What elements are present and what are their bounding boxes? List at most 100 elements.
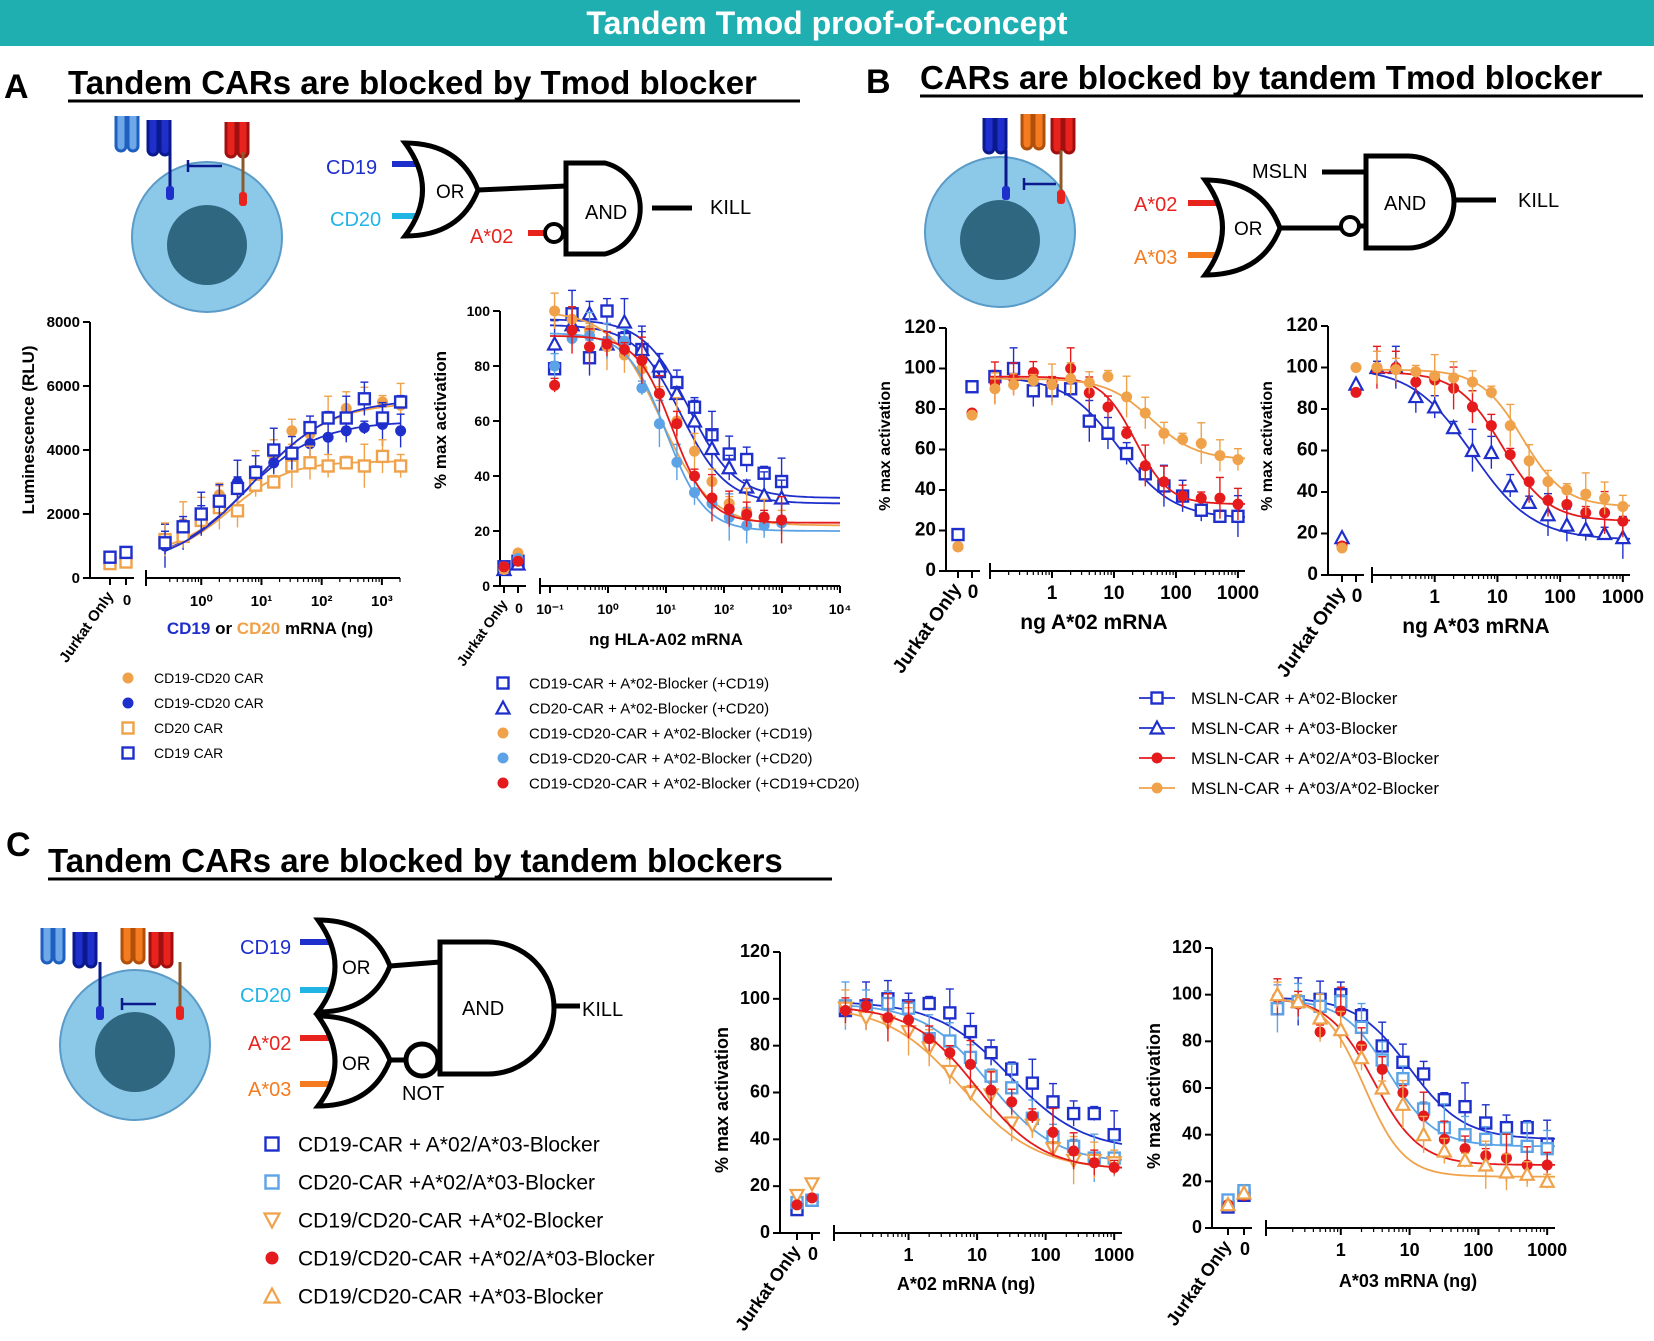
series-0 (1333, 345, 1632, 559)
data-point (286, 425, 298, 437)
data-point (1269, 985, 1286, 1002)
legend-label: CD20-CAR +A*02/A*03-Blocker (298, 1172, 595, 1195)
gate-c-kill: KILL (582, 999, 623, 1021)
data-point (1121, 427, 1133, 439)
data-point (1108, 1161, 1120, 1173)
gate-c-or-top: OR (342, 958, 371, 979)
a1-ylabel: Luminescence (RLU) (19, 345, 38, 514)
data-point (1373, 1079, 1391, 1095)
b2-xlabel: ng A*03 mRNA (1402, 615, 1549, 638)
data-point (248, 465, 263, 480)
gate-c-cd19: CD19 (240, 937, 291, 959)
data-point (549, 379, 561, 391)
data-point (321, 411, 335, 425)
control-point (1336, 542, 1348, 554)
data-point (1523, 476, 1535, 488)
series-3 (498, 311, 840, 573)
legend-b: MSLN-CAR + A*02-Blocker MSLN-CAR + A*03-B… (1139, 689, 1439, 798)
data-point (1485, 420, 1497, 432)
data-point (653, 388, 665, 399)
data-point (1087, 1106, 1101, 1121)
panel-a-title: Tandem CARs are blocked by Tmod blocker (68, 64, 757, 101)
data-point (600, 304, 614, 318)
data-point (375, 449, 390, 464)
gate-a-cd20: CD20 (330, 209, 381, 231)
legend-marker (497, 777, 509, 789)
data-point (1065, 373, 1077, 385)
cell-illustration-c (40, 928, 211, 1121)
x-tick-label: 10⁰ (597, 601, 619, 617)
data-point (1214, 450, 1226, 462)
data-point (1464, 441, 1481, 458)
data-point (339, 456, 353, 470)
x-tick-label: 10 (1103, 583, 1124, 604)
data-point (1504, 420, 1516, 432)
data-point (1466, 401, 1478, 413)
data-point (357, 459, 372, 473)
data-point (1008, 379, 1020, 391)
data-point (860, 1000, 872, 1012)
data-point (1458, 1099, 1472, 1114)
data-point (1416, 1067, 1431, 1081)
legend-label: CD19-CD20-CAR + A*02-Blocker (+CD19+CD20… (529, 775, 860, 792)
data-point (230, 481, 245, 496)
y-tick-label: 80 (915, 398, 936, 419)
gate-c-a03: A*03 (248, 1079, 291, 1101)
x-tick-label: 10² (311, 593, 333, 610)
cell-illustration-a (114, 116, 283, 313)
x-ctrl-label-jurkat: Jurkat Only (1273, 583, 1350, 681)
data-point (944, 1047, 956, 1059)
y-tick-label: 6000 (47, 378, 80, 395)
legends-layer: CD19-CD20 CAR CD19-CD20 CAR CD20 CAR CD19 C… (121, 670, 1439, 1309)
data-point (176, 520, 190, 534)
y-tick-label: 4000 (47, 442, 80, 459)
data-point (1311, 1009, 1329, 1025)
c1-ylabel: % max activation (712, 1027, 732, 1173)
a2-ylabel: % max activation (431, 351, 450, 489)
x-tick-label: 100 (1544, 587, 1576, 608)
gate-b-or: OR (1234, 219, 1263, 240)
x-ctrl-label-zero: 0 (1240, 1239, 1250, 1259)
control-point (803, 1177, 821, 1193)
y-tick-label: 60 (915, 439, 936, 460)
control-point (806, 1192, 818, 1204)
control-point (791, 1199, 803, 1211)
y-tick-label: 2000 (47, 506, 80, 523)
data-point (839, 1005, 851, 1017)
control-point (1350, 386, 1362, 398)
y-tick-label: 20 (474, 523, 490, 539)
y-tick-label: 80 (750, 1035, 770, 1055)
data-point (671, 456, 683, 468)
data-point (1046, 379, 1058, 391)
x-tick-label: 10 (1487, 587, 1508, 608)
fit-curve (989, 376, 1246, 518)
legend-c: CD19-CAR + A*02/A*03-Blocker CD20-CAR +A*… (262, 1134, 655, 1309)
x-tick-label: 1000 (1602, 587, 1644, 608)
gate-b-msln: MSLN (1252, 161, 1308, 183)
b2-ylabel: % max activation (1259, 381, 1276, 511)
series-4 (498, 306, 840, 573)
series-2 (1336, 350, 1631, 554)
y-tick-label: 60 (1182, 1077, 1202, 1097)
legend-marker (122, 697, 134, 709)
y-tick-label: 120 (904, 317, 936, 338)
y-tick-label: 40 (915, 479, 936, 500)
data-point (357, 392, 372, 406)
control-point (788, 1188, 806, 1205)
data-point (618, 344, 630, 355)
data-point (1561, 484, 1573, 496)
y-tick-label: 8000 (47, 314, 80, 331)
legend-label: CD19-CD20-CAR + A*02-Blocker (+CD19) (529, 725, 812, 742)
fit-curve (1372, 368, 1631, 507)
data-point (1617, 515, 1629, 527)
axis-labels: Luminescence (RLU) CD19 or CD20 mRNA (ng… (19, 345, 1550, 1294)
data-point (1027, 375, 1039, 387)
y-tick-label: 100 (467, 303, 491, 319)
legend-label: CD19/CD20-CAR +A*02-Blocker (298, 1210, 603, 1233)
c2-xlabel: A*03 mRNA (ng) (1339, 1271, 1477, 1291)
panel-b-title: CARs are blocked by tandem Tmod blocker (920, 59, 1602, 96)
data-point (1088, 1157, 1100, 1169)
data-point (1435, 1142, 1453, 1158)
y-tick-label: 100 (1172, 984, 1202, 1004)
